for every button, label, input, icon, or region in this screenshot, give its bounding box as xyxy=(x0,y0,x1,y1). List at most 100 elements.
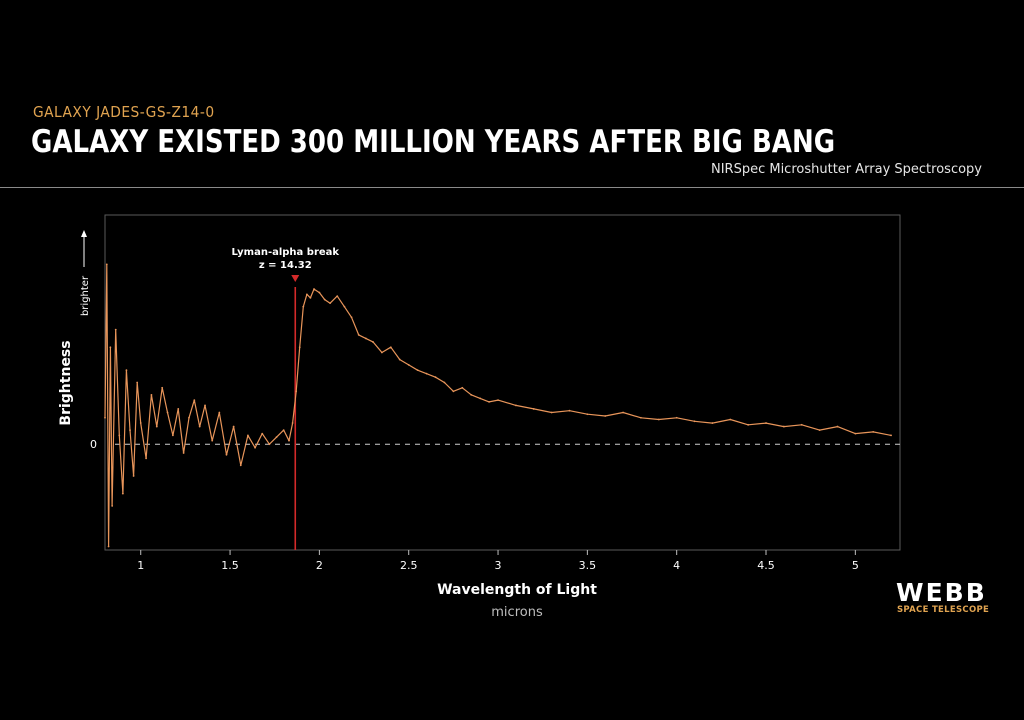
spectrum-point xyxy=(675,416,678,419)
spectrum-point xyxy=(407,363,410,366)
x-tick-label: 5 xyxy=(852,559,859,572)
spectrum-point xyxy=(104,416,106,419)
spectrum-point xyxy=(729,418,732,421)
spectrum-point xyxy=(800,423,803,426)
instrument-label: NIRSpec Microshutter Array Spectroscopy xyxy=(710,162,982,177)
spectrum-point xyxy=(136,381,139,384)
spectrum-point xyxy=(171,434,174,437)
spectrum-point xyxy=(114,328,117,331)
x-tick-label: 2.5 xyxy=(400,559,418,572)
spectrum-point xyxy=(872,430,875,433)
spectrum-point xyxy=(782,425,785,428)
spectrum-point xyxy=(225,453,228,456)
spectrum-point xyxy=(109,346,112,349)
spectrum-point xyxy=(890,434,892,437)
spectrum-point xyxy=(711,422,714,424)
spectrum-point xyxy=(161,386,164,389)
spectrum-points xyxy=(104,263,892,548)
x-tick-label: 3.5 xyxy=(579,559,597,572)
lyman-alpha-break-marker-icon xyxy=(291,275,300,282)
header-divider xyxy=(0,187,1024,188)
spectrum-point xyxy=(364,337,367,340)
spectrum-point xyxy=(107,545,110,548)
spectrum-point xyxy=(139,422,142,424)
spectrum-point xyxy=(111,505,114,507)
lyman-alpha-break-label: Lyman-alpha break xyxy=(231,247,339,258)
spectrum-point xyxy=(568,409,571,412)
spectrum-point xyxy=(604,415,607,417)
spectrum-point xyxy=(193,399,196,402)
spectrum-point xyxy=(121,492,124,495)
spectrum-point xyxy=(298,346,301,349)
spectrum-point xyxy=(336,295,339,298)
y-direction-label: brighter xyxy=(80,275,91,316)
spectrum-line xyxy=(104,263,892,548)
spectrum-point xyxy=(155,425,158,428)
y-direction-arrowhead-icon xyxy=(81,230,87,237)
galaxy-name-subtitle: GALAXY JADES-GS-Z14-0 xyxy=(33,103,215,121)
spectrum-point xyxy=(182,452,185,454)
spectrum-point xyxy=(532,408,535,410)
y-axis-label: Brightness xyxy=(58,340,74,425)
spectrum-point xyxy=(177,408,180,410)
spectrum-point xyxy=(291,422,294,424)
spectrum-point xyxy=(747,423,750,426)
spectrum-point xyxy=(425,372,428,375)
spectrum-point xyxy=(118,434,121,437)
spectrum-point xyxy=(372,341,374,343)
spectrum-point xyxy=(765,422,767,424)
spectrum-point xyxy=(389,346,392,349)
spectrum-point xyxy=(357,333,360,336)
spectrum-point xyxy=(268,443,271,446)
spectrum-point xyxy=(350,316,353,319)
spectrum-point xyxy=(854,432,857,435)
spectrum-point xyxy=(204,404,206,407)
spectrum-point xyxy=(461,386,464,389)
x-tick-label: 4 xyxy=(673,559,680,572)
spectrum-point xyxy=(302,305,305,308)
spectrum-point xyxy=(150,393,153,396)
spectrum-point xyxy=(145,457,147,460)
spectrum-point xyxy=(329,302,332,305)
spectrum-point xyxy=(479,397,482,400)
spectrum-point xyxy=(323,298,326,301)
webb-logo: WEBB xyxy=(896,578,987,607)
spectrum-point xyxy=(836,425,839,428)
spectrum-point xyxy=(305,293,308,296)
spectrum-point xyxy=(693,420,696,423)
spectrum-point xyxy=(381,351,383,354)
spectrum-point xyxy=(188,416,190,419)
spectrum-point xyxy=(295,390,298,393)
x-axis-unit: microns xyxy=(491,605,543,620)
spectrum-point xyxy=(211,439,214,442)
spectrum-point xyxy=(218,411,221,414)
spectrum-point xyxy=(125,369,128,372)
spectrum-point xyxy=(497,399,499,402)
spectrum-point xyxy=(132,475,135,477)
spectrum-point xyxy=(313,288,315,290)
x-axis: 1 1.5 2 2.5 3 3.5 4 4.5 5 xyxy=(137,550,859,572)
spectrum-point xyxy=(247,434,249,437)
spectrum-point xyxy=(657,418,660,421)
spectrum-point xyxy=(309,296,312,299)
spectrum-point xyxy=(288,439,290,442)
spectrum-point xyxy=(282,429,285,432)
x-tick-label: 1.5 xyxy=(221,559,239,572)
spectrum-point xyxy=(488,400,491,403)
spectrum-point xyxy=(640,416,642,419)
y-tick-label-0: 0 xyxy=(90,438,97,451)
spectrum-point xyxy=(514,404,517,407)
spectrum-point xyxy=(586,413,589,416)
plot-frame xyxy=(104,214,901,551)
spectrum-point xyxy=(470,393,473,396)
spectrum-point xyxy=(129,429,131,432)
spectrum-point xyxy=(434,376,437,379)
spectrum-point xyxy=(105,263,108,266)
spectrum-point xyxy=(343,305,346,308)
redshift-label: z = 14.32 xyxy=(259,260,312,271)
spectrum-point xyxy=(261,432,264,435)
spectrum-point xyxy=(166,411,169,414)
spectrum-point xyxy=(452,390,455,393)
spectrum-point xyxy=(254,446,256,449)
